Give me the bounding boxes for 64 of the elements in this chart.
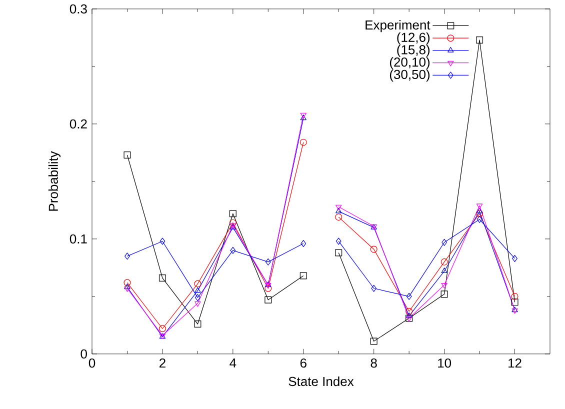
legend-label: (12,6)	[397, 32, 430, 45]
point	[264, 296, 272, 304]
x-tick-label: 12	[508, 358, 522, 368]
point	[264, 284, 272, 292]
point	[476, 36, 484, 44]
point	[406, 292, 412, 300]
point	[335, 249, 342, 256]
point	[511, 292, 518, 300]
point	[476, 204, 483, 210]
point	[300, 272, 307, 280]
legend-label: (15,8)	[397, 44, 430, 57]
point	[124, 286, 130, 292]
point	[441, 268, 448, 274]
point	[442, 238, 448, 246]
x-tick-label: 0	[88, 358, 96, 368]
y-tick-label: 0.1	[70, 234, 87, 244]
x-tick-label: 10	[438, 358, 452, 368]
point	[194, 287, 201, 293]
point	[194, 280, 202, 288]
point	[406, 312, 412, 318]
point	[300, 240, 306, 248]
point	[160, 238, 166, 245]
x-tick-label: 4	[230, 358, 236, 368]
point	[440, 258, 448, 266]
point	[370, 246, 378, 253]
point	[406, 308, 413, 315]
x-axis-title: State Index	[288, 376, 354, 386]
point	[335, 214, 342, 221]
point	[336, 238, 342, 245]
point	[124, 284, 130, 290]
y-tick-label: 0.3	[70, 4, 87, 14]
point	[440, 290, 448, 298]
point	[512, 255, 518, 262]
point	[511, 298, 518, 306]
point	[336, 204, 342, 210]
point	[158, 274, 166, 282]
point	[230, 246, 236, 254]
point	[194, 320, 202, 328]
y-tick-label: 0.2	[70, 119, 87, 129]
x-tick-label: 2	[160, 358, 166, 368]
point	[124, 152, 131, 159]
x-tick-label: 8	[370, 358, 377, 368]
point	[476, 208, 483, 214]
y-axis-title: Probability	[48, 151, 61, 211]
legend-label: (20,10)	[390, 57, 430, 70]
point	[476, 216, 482, 223]
point	[229, 219, 236, 226]
x-tick-label: 6	[300, 358, 306, 368]
point	[300, 138, 307, 146]
point	[476, 210, 484, 218]
point	[124, 279, 131, 286]
point	[370, 338, 378, 345]
point	[158, 325, 166, 332]
point	[194, 301, 201, 307]
point	[194, 294, 200, 302]
point	[124, 252, 130, 260]
legend-label: Experiment	[366, 20, 430, 32]
point	[229, 210, 236, 218]
point	[371, 284, 377, 292]
point	[265, 258, 271, 266]
y-tick-label: 0	[80, 349, 87, 359]
legend-label: (30,50)	[390, 70, 430, 82]
point	[336, 208, 342, 214]
point	[441, 283, 448, 288]
